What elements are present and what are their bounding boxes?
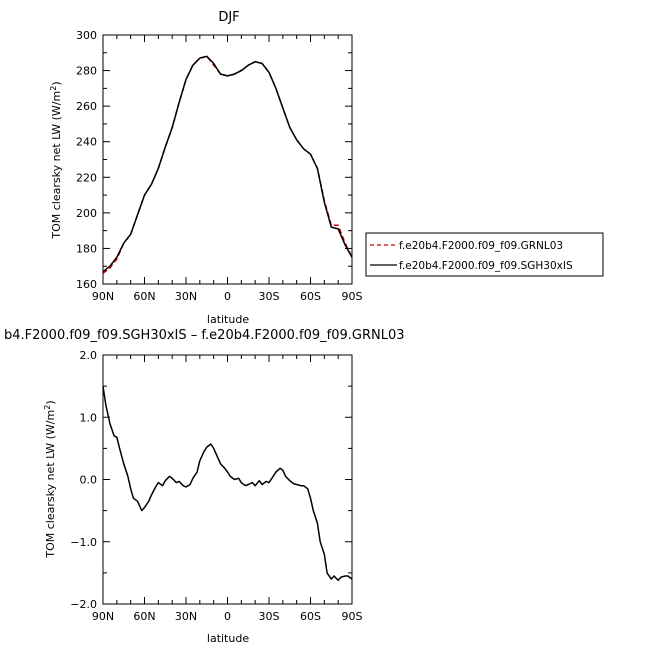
chart-top-xtick-label: 30N — [175, 290, 197, 303]
chart-top-ytick-label: 160 — [76, 278, 97, 291]
chart-top-xtick-label: 0 — [224, 290, 231, 303]
legend-box — [365, 232, 604, 277]
chart-bottom-xtick-label: 30S — [259, 610, 280, 623]
chart-bottom-xtick-label: 60N — [133, 610, 155, 623]
chart-top-frame — [102, 34, 353, 285]
legend-label-grnl03: f.e20b4.F2000.f09_f09.GRNL03 — [399, 240, 563, 252]
chart-bottom-x-axis: 90N 60N 30N 0 30S 60S 90S — [92, 355, 363, 623]
chart-top-xtick-label: 60S — [300, 290, 321, 303]
chart-top-title: DJF — [218, 10, 239, 25]
chart-bottom-xtick-label: 60S — [300, 610, 321, 623]
chart-top-ylabel-close: ) — [50, 81, 63, 85]
chart-top-ylabel-sup: 2 — [49, 86, 58, 91]
chart-top-ytick-label: 300 — [76, 29, 97, 42]
chart-top-xtick-label: 90N — [92, 290, 114, 303]
chart-top-ytick-label: 180 — [76, 242, 97, 255]
chart-bottom-ytick-label: −2.0 — [70, 598, 97, 611]
chart-bottom-ytick-label: 0.0 — [80, 474, 98, 487]
chart-bottom-series — [102, 385, 353, 582]
chart-top-xtick-label: 60N — [133, 290, 155, 303]
chart-top-ytick-label: 200 — [76, 207, 97, 220]
chart-top-series-line-1 — [102, 55, 353, 273]
chart-bottom-ytick-label: −1.0 — [70, 536, 97, 549]
legend-label-sgh30xis: f.e20b4.F2000.f09_f09.SGH30xIS — [399, 260, 573, 272]
chart-top-xtick-label: 90S — [342, 290, 363, 303]
chart-top-xtick-label: 30S — [259, 290, 280, 303]
chart-top-ytick-label: 260 — [76, 100, 97, 113]
chart-bottom-ylabel-close: ) — [44, 400, 57, 404]
chart-bottom-ylabel-sup: 2 — [43, 405, 52, 410]
chart-bottom-ylabel-main: TOM clearsky net LW (W/m — [44, 410, 57, 559]
chart-top-ylabel-main: TOM clearsky net LW (W/m — [50, 91, 63, 240]
chart-bottom-ytick-label: 1.0 — [80, 411, 98, 424]
chart-top-series — [102, 55, 353, 274]
chart-bottom-ylabel: TOM clearsky net LW (W/m2) — [43, 400, 57, 558]
chart-top: DJF 160 180 200 220 240 260 280 300 90N 60N 30N 0 3… — [49, 10, 604, 326]
chart-bottom-y-axis: −2.0 −1.0 0.0 1.0 2.0 — [70, 349, 352, 611]
chart-bottom-frame — [102, 354, 353, 605]
chart-top-y-axis: 160 180 200 220 240 260 280 300 — [76, 29, 352, 291]
chart-top-ytick-label: 220 — [76, 171, 97, 184]
chart-bottom-xtick-label: 0 — [224, 610, 231, 623]
chart-bottom-title: b4.F2000.f09_f09.SGH30xIS – f.e20b4.F200… — [4, 328, 405, 343]
chart-top-xlabel: latitude — [207, 313, 249, 326]
chart-top-series-line-0 — [102, 55, 353, 274]
chart-bottom-xlabel: latitude — [207, 632, 249, 645]
chart-top-ytick-label: 240 — [76, 136, 97, 149]
chart-top-legend: f.e20b4.F2000.f09_f09.GRNL03 f.e20b4.F20… — [365, 232, 604, 277]
chart-bottom: b4.F2000.f09_f09.SGH30xIS – f.e20b4.F200… — [4, 328, 405, 645]
chart-top-ylabel: TOM clearsky net LW (W/m2) — [49, 81, 63, 239]
chart-bottom-xtick-label: 90S — [342, 610, 363, 623]
chart-bottom-xtick-label: 30N — [175, 610, 197, 623]
chart-top-ytick-label: 280 — [76, 65, 97, 78]
chart-top-x-axis: 90N 60N 30N 0 30S 60S 90S — [92, 35, 363, 303]
chart-bottom-series-line-0 — [102, 385, 353, 582]
chart-bottom-ytick-label: 2.0 — [80, 349, 98, 362]
chart-bottom-xtick-label: 90N — [92, 610, 114, 623]
